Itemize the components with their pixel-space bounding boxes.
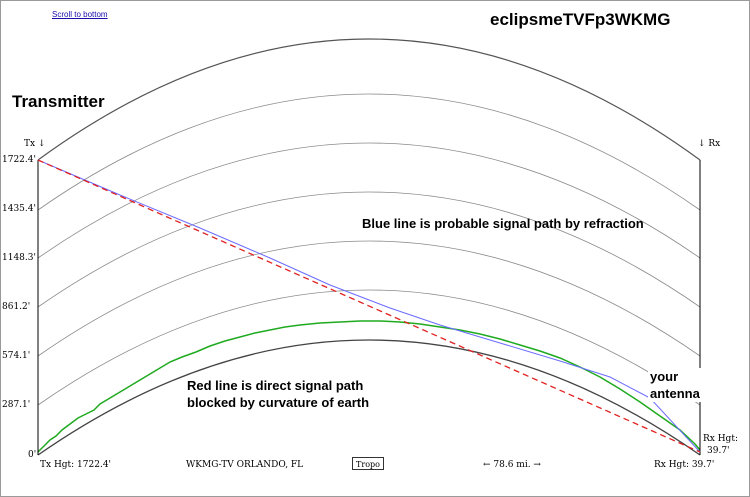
blue-path-note: Blue line is probable signal path by ref… (362, 216, 644, 231)
rx-marker: ↓ Rx (698, 139, 721, 149)
red-signal-path (37, 159, 701, 453)
tropo-button[interactable]: Tropo (352, 457, 384, 470)
red-path-note: Red line is direct signal path blocked b… (187, 377, 369, 411)
antenna-line: your (650, 369, 679, 384)
earth-curvature (37, 339, 701, 456)
outer-arc (37, 38, 701, 161)
rx-hgt-side-label: Rx Hgt: (703, 434, 738, 444)
altitude-arc-1 (37, 93, 701, 211)
your-antenna-label: your antenna (648, 368, 702, 402)
red-note-line: blocked by curvature of earth (187, 395, 370, 410)
terrain-profile (37, 320, 701, 453)
distance-readout: ← 78.6 mi. → (483, 460, 541, 470)
transmitter-label: Transmitter (12, 92, 105, 111)
rx-hgt-side-value: 39.7' (707, 446, 730, 456)
y-tick-label: 574.1' (2, 351, 31, 361)
y-tick-label: 1722.4' (2, 155, 36, 165)
tx-marker: Tx ↓ (24, 139, 46, 149)
y-tick-label: 861.2' (2, 302, 31, 312)
blue-signal-path (37, 159, 701, 453)
y-tick-label: 1435.4' (2, 204, 36, 214)
station-name: WKMG-TV ORLANDO, FL (186, 460, 304, 470)
y-tick-label: 1148.3' (2, 253, 36, 263)
y-tick-label: 287.1' (2, 400, 31, 410)
altitude-arc-3 (37, 191, 701, 308)
altitude-arc-4 (37, 240, 701, 357)
page-title: eclipsmeTVFp3WKMG (490, 10, 671, 29)
rx-height-readout: Rx Hgt: 39.7' (654, 460, 715, 470)
red-note-line: Red line is direct signal path (187, 378, 364, 393)
tx-height-readout: Tx Hgt: 1722.4' (40, 460, 112, 470)
scroll-to-bottom-link[interactable]: Scroll to bottom (52, 10, 108, 19)
antenna-line: antenna (650, 386, 700, 401)
y-tick-label: 0' (28, 450, 37, 460)
altitude-arc-5 (37, 289, 701, 406)
